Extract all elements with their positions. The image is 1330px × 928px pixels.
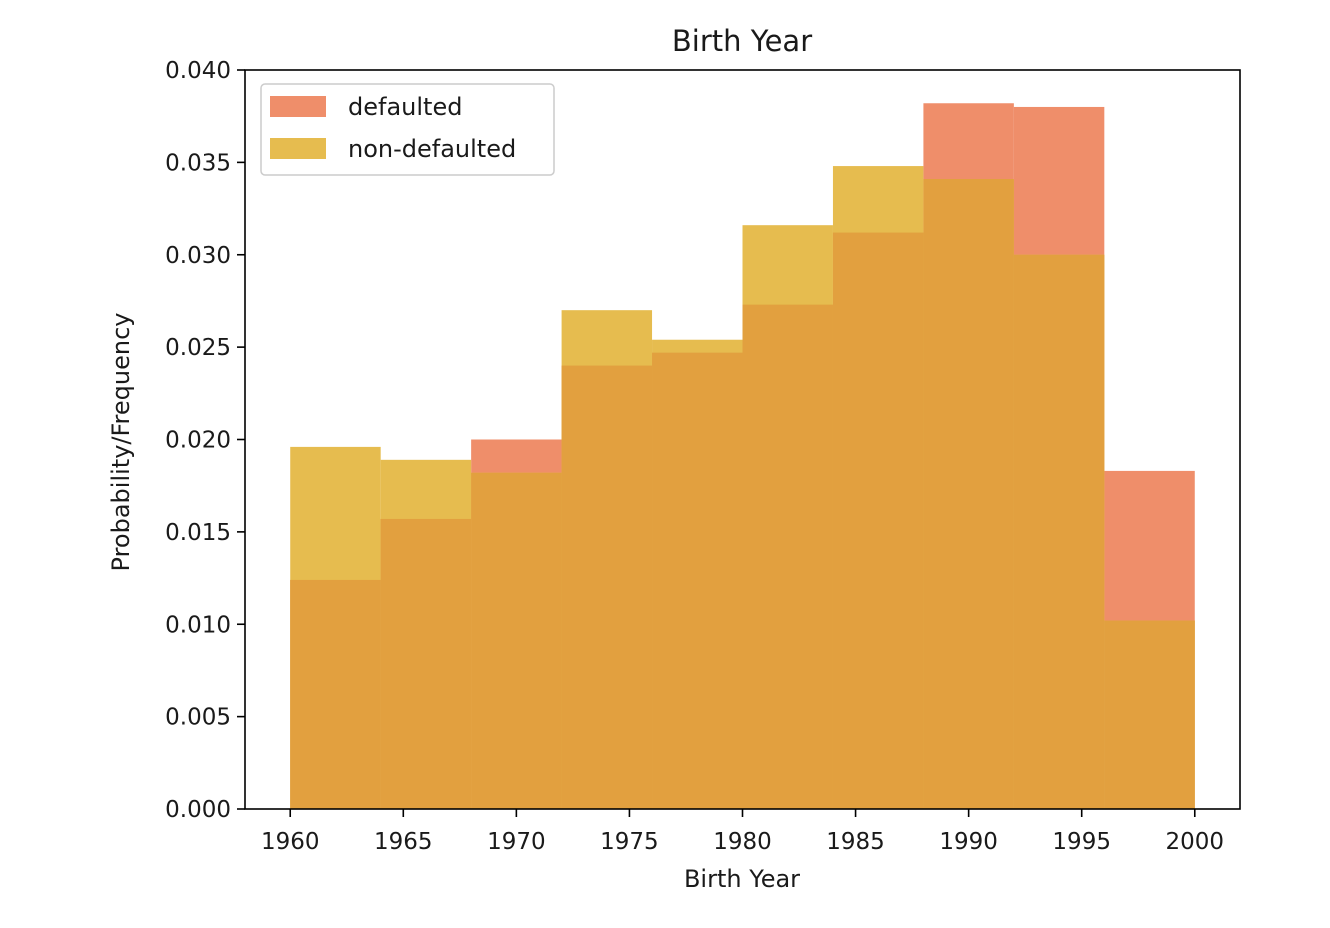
y-tick-label: 0.010 <box>165 612 231 638</box>
y-tick-label: 0.040 <box>165 58 231 84</box>
legend: defaulted non-defaulted <box>260 83 555 176</box>
x-tick-label: 2000 <box>1165 829 1224 855</box>
y-axis-ticks: 0.000 0.005 0.010 0.015 0.020 0.025 0.030 0.035… <box>165 58 245 823</box>
bar-overlap-1984 <box>832 232 924 809</box>
x-axis-ticks: 1960 1965 1970 1975 1980 1985 1990 1995 2000 <box>261 809 1224 855</box>
x-tick-label: 1965 <box>374 829 433 855</box>
y-tick-label: 0.035 <box>165 150 231 176</box>
x-tick-label: 1970 <box>487 829 546 855</box>
y-tick-label: 0.030 <box>165 243 231 269</box>
bar-overlap-1988 <box>923 179 1014 809</box>
bar-overlap-1976 <box>652 352 743 809</box>
legend-label-non-defaulted: non-defaulted <box>348 135 516 163</box>
x-tick-label: 1995 <box>1052 829 1111 855</box>
bar-overlap-1968 <box>471 472 562 809</box>
x-tick-label: 1985 <box>826 829 885 855</box>
y-axis-label: Probability/Frequency <box>107 313 135 572</box>
legend-label-defaulted: defaulted <box>348 93 462 121</box>
bar-overlap-1964 <box>380 518 472 809</box>
bar-overlap-1972 <box>561 365 653 809</box>
y-tick-label: 0.000 <box>165 797 231 823</box>
y-tick-label: 0.020 <box>165 428 231 454</box>
x-tick-label: 1980 <box>713 829 772 855</box>
histogram-bars <box>290 103 1195 809</box>
y-tick-label: 0.025 <box>165 335 231 361</box>
bar-overlap-1992 <box>1013 254 1105 809</box>
chart-title: Birth Year <box>672 24 812 58</box>
y-tick-label: 0.005 <box>165 705 231 731</box>
x-tick-label: 1975 <box>600 829 659 855</box>
legend-box <box>260 83 555 176</box>
bar-overlap-1960 <box>290 579 381 809</box>
bar-overlap-1980 <box>742 304 833 809</box>
x-tick-label: 1990 <box>939 829 998 855</box>
x-axis-label: Birth Year <box>684 865 800 893</box>
legend-swatch-defaulted <box>270 96 326 117</box>
bar-overlap-1996 <box>1104 620 1195 809</box>
y-tick-label: 0.015 <box>165 520 231 546</box>
legend-swatch-non-defaulted <box>270 138 326 159</box>
x-tick-label: 1960 <box>261 829 320 855</box>
